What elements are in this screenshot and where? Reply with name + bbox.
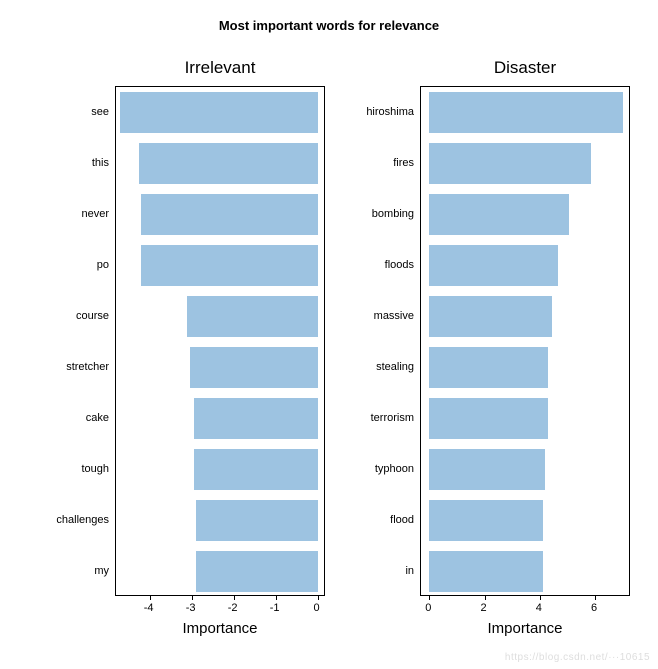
xtick-label: 4	[536, 602, 542, 614]
ytick-label: never	[81, 208, 109, 220]
xtick	[485, 595, 486, 600]
ytick-label: in	[405, 565, 414, 577]
xtick	[595, 595, 596, 600]
bar	[139, 143, 318, 184]
xtick-label: -4	[144, 602, 154, 614]
bar	[187, 296, 317, 337]
xlabel-right: Importance	[420, 620, 630, 637]
ytick-label: typhoon	[375, 463, 414, 475]
bar	[141, 194, 317, 235]
ytick-label: stretcher	[66, 361, 109, 373]
xtick-label: -3	[186, 602, 196, 614]
bar	[141, 245, 317, 286]
xlabel-left: Importance	[115, 620, 325, 637]
xtick-label: 0	[425, 602, 431, 614]
bar	[429, 347, 548, 388]
ytick-label: my	[94, 565, 109, 577]
figure: Most important words for relevance Irrel…	[0, 0, 658, 669]
xtick-label: -2	[228, 602, 238, 614]
bar	[190, 347, 318, 388]
ytick-label: tough	[81, 463, 109, 475]
ytick-label: terrorism	[371, 412, 414, 424]
ytick-label: bombing	[372, 208, 414, 220]
bar	[429, 551, 542, 592]
ytick-label: po	[97, 259, 109, 271]
xtick	[429, 595, 430, 600]
bar	[194, 449, 318, 490]
subplot-irrelevant: Irrelevant Importance seethisneverpocour…	[115, 86, 325, 596]
ytick-label: challenges	[56, 514, 109, 526]
plot-area-left	[115, 86, 325, 596]
bar	[429, 143, 591, 184]
xtick-label: 0	[314, 602, 320, 614]
subplot-title-irrelevant: Irrelevant	[115, 58, 325, 78]
xtick-label: 6	[591, 602, 597, 614]
xtick	[192, 595, 193, 600]
xtick	[318, 595, 319, 600]
figure-suptitle: Most important words for relevance	[0, 18, 658, 33]
bar	[429, 449, 545, 490]
ytick-label: stealing	[376, 361, 414, 373]
watermark-text: https://blog.csdn.net/···10615	[505, 652, 650, 663]
bar	[429, 92, 622, 133]
ytick-label: see	[91, 106, 109, 118]
ytick-label: cake	[86, 412, 109, 424]
xtick	[276, 595, 277, 600]
ytick-label: massive	[374, 310, 414, 322]
bar	[429, 245, 557, 286]
bar	[429, 500, 542, 541]
bar	[196, 500, 318, 541]
ytick-label: hiroshima	[366, 106, 414, 118]
bar	[120, 92, 317, 133]
subplot-title-disaster: Disaster	[420, 58, 630, 78]
ytick-label: floods	[385, 259, 414, 271]
subplot-disaster: Disaster Importance hiroshimafiresbombin…	[420, 86, 630, 596]
bar	[429, 398, 548, 439]
bar	[196, 551, 318, 592]
xtick	[234, 595, 235, 600]
ytick-label: course	[76, 310, 109, 322]
ytick-label: this	[92, 157, 109, 169]
xtick-label: 2	[480, 602, 486, 614]
plot-area-right	[420, 86, 630, 596]
ytick-label: flood	[390, 514, 414, 526]
xtick	[150, 595, 151, 600]
xtick	[540, 595, 541, 600]
bar	[429, 194, 569, 235]
xtick-label: -1	[270, 602, 280, 614]
bar	[194, 398, 318, 439]
bar	[429, 296, 552, 337]
ytick-label: fires	[393, 157, 414, 169]
